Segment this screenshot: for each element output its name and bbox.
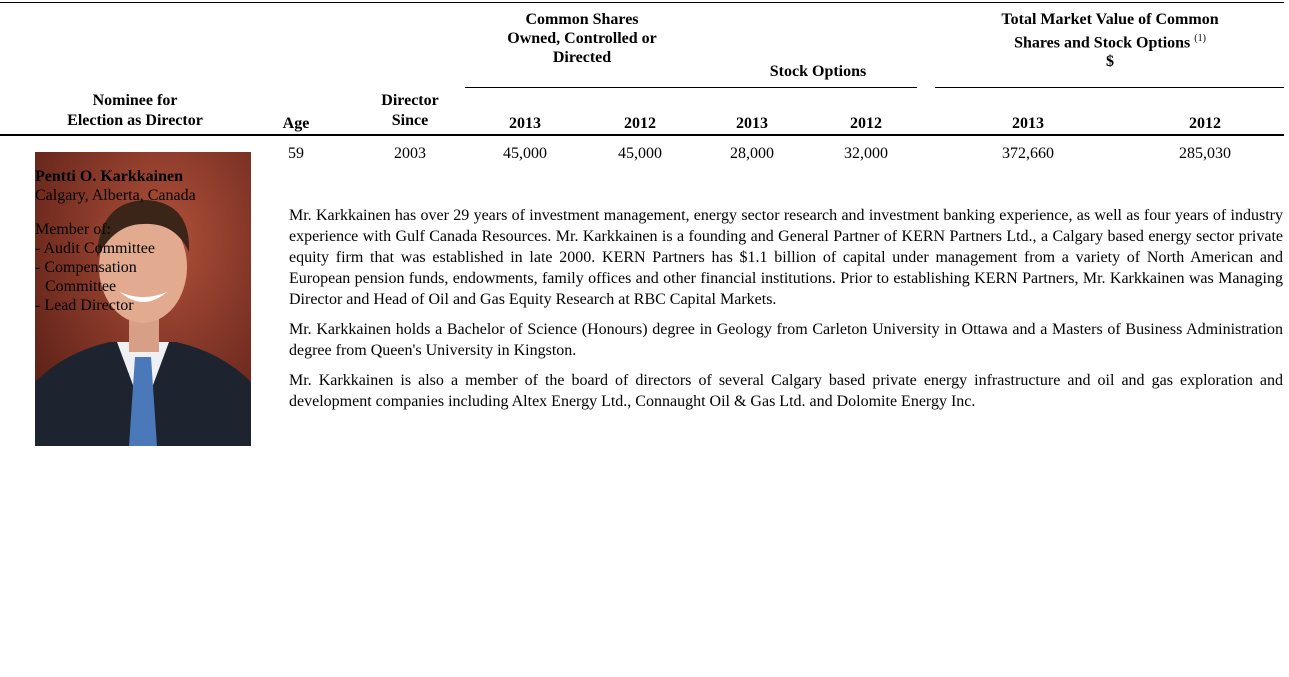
rule xyxy=(465,87,917,88)
rule xyxy=(0,2,1284,3)
cell: 45,000 xyxy=(503,144,547,164)
member-of: Member of: xyxy=(35,220,196,239)
year-header: 2013 xyxy=(736,114,768,134)
nominee-location: Calgary, Alberta, Canada xyxy=(35,186,196,205)
year-header: 2013 xyxy=(509,114,541,134)
header-line: Directed xyxy=(507,48,656,67)
biography: Mr. Karkkainen has over 29 years of inve… xyxy=(289,205,1283,421)
year-header: 2012 xyxy=(624,114,656,134)
year-header: 2012 xyxy=(1189,114,1221,134)
header: Director Since xyxy=(381,91,438,131)
cell: 285,030 xyxy=(1179,144,1231,164)
group-header: Stock Options xyxy=(770,62,866,82)
header-line: $ xyxy=(1001,52,1218,71)
header-line: Nominee for xyxy=(67,91,203,111)
group-header: Total Market Value of Common Shares and … xyxy=(1001,10,1218,71)
group-header: Common Shares Owned, Controlled or Direc… xyxy=(507,10,656,67)
cell: 372,660 xyxy=(1002,144,1054,164)
footnote-ref: (1) xyxy=(1194,33,1206,44)
header-line: Total Market Value of Common xyxy=(1001,10,1218,29)
cell: 45,000 xyxy=(618,144,662,164)
header-line: Election as Director xyxy=(67,111,203,131)
year-header: 2012 xyxy=(850,114,882,134)
cell: 28,000 xyxy=(730,144,774,164)
year-header: 2013 xyxy=(1012,114,1044,134)
header: Age xyxy=(283,114,310,134)
cell: 59 xyxy=(288,144,304,164)
paragraph: Mr. Karkkainen holds a Bachelor of Scien… xyxy=(289,319,1283,361)
header-line: Since xyxy=(381,111,438,131)
header: Nominee for Election as Director xyxy=(67,91,203,131)
rule xyxy=(0,134,1284,136)
header-line: Shares and Stock Options (1) xyxy=(1001,29,1218,52)
committee: Committee xyxy=(35,277,196,296)
header-text: Shares and Stock Options xyxy=(1014,34,1190,51)
header-line: Common Shares xyxy=(507,10,656,29)
rule xyxy=(935,87,1284,88)
header-line: Owned, Controlled or xyxy=(507,29,656,48)
header-line: Director xyxy=(381,91,438,111)
paragraph: Mr. Karkkainen is also a member of the b… xyxy=(289,370,1283,412)
page: Nominee for Election as Director Age Dir… xyxy=(0,0,1289,677)
cell: 32,000 xyxy=(844,144,888,164)
nominee-name: Pentti O. Karkkainen xyxy=(35,167,196,186)
committee: - Compensation xyxy=(35,258,196,277)
committee: - Audit Committee xyxy=(35,239,196,258)
cell: 2003 xyxy=(394,144,426,164)
paragraph: Mr. Karkkainen has over 29 years of inve… xyxy=(289,205,1283,310)
committee: - Lead Director xyxy=(35,296,196,315)
nominee-info: Pentti O. Karkkainen Calgary, Alberta, C… xyxy=(35,167,196,315)
